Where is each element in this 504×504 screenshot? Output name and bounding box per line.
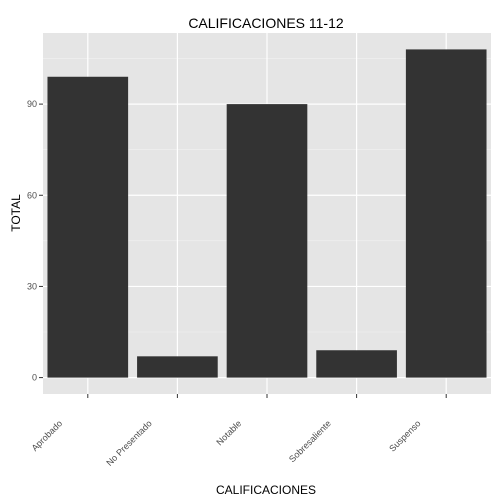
x-tick-label: Aprobado (30, 418, 65, 453)
x-tick-label: Sobresaliente (287, 418, 333, 464)
y-tick-label: 30 (27, 281, 37, 291)
x-axis-title: CALIFICACIONES (216, 483, 316, 497)
y-tick-label: 0 (32, 373, 37, 383)
y-tick-label: 60 (27, 190, 37, 200)
bar-no-presentado (137, 356, 218, 378)
y-axis-title: TOTAL (9, 194, 23, 232)
y-tick-label: 90 (27, 99, 37, 109)
x-tick-label: Suspenso (387, 418, 422, 453)
bar-suspenso (405, 49, 487, 378)
chart-title: CALIFICACIONES 11-12 (188, 15, 344, 31)
bar-aprobado (47, 76, 129, 378)
x-axis: Aprobado No Presentado Notable Sobresalient… (30, 394, 447, 468)
y-axis: 0 30 60 90 (27, 99, 43, 383)
x-tick-label: Notable (214, 418, 243, 447)
bar-notable (226, 104, 308, 378)
x-tick-label: No Presentado (104, 418, 154, 468)
bars (47, 49, 487, 378)
bar-sobresaliente (316, 350, 397, 378)
